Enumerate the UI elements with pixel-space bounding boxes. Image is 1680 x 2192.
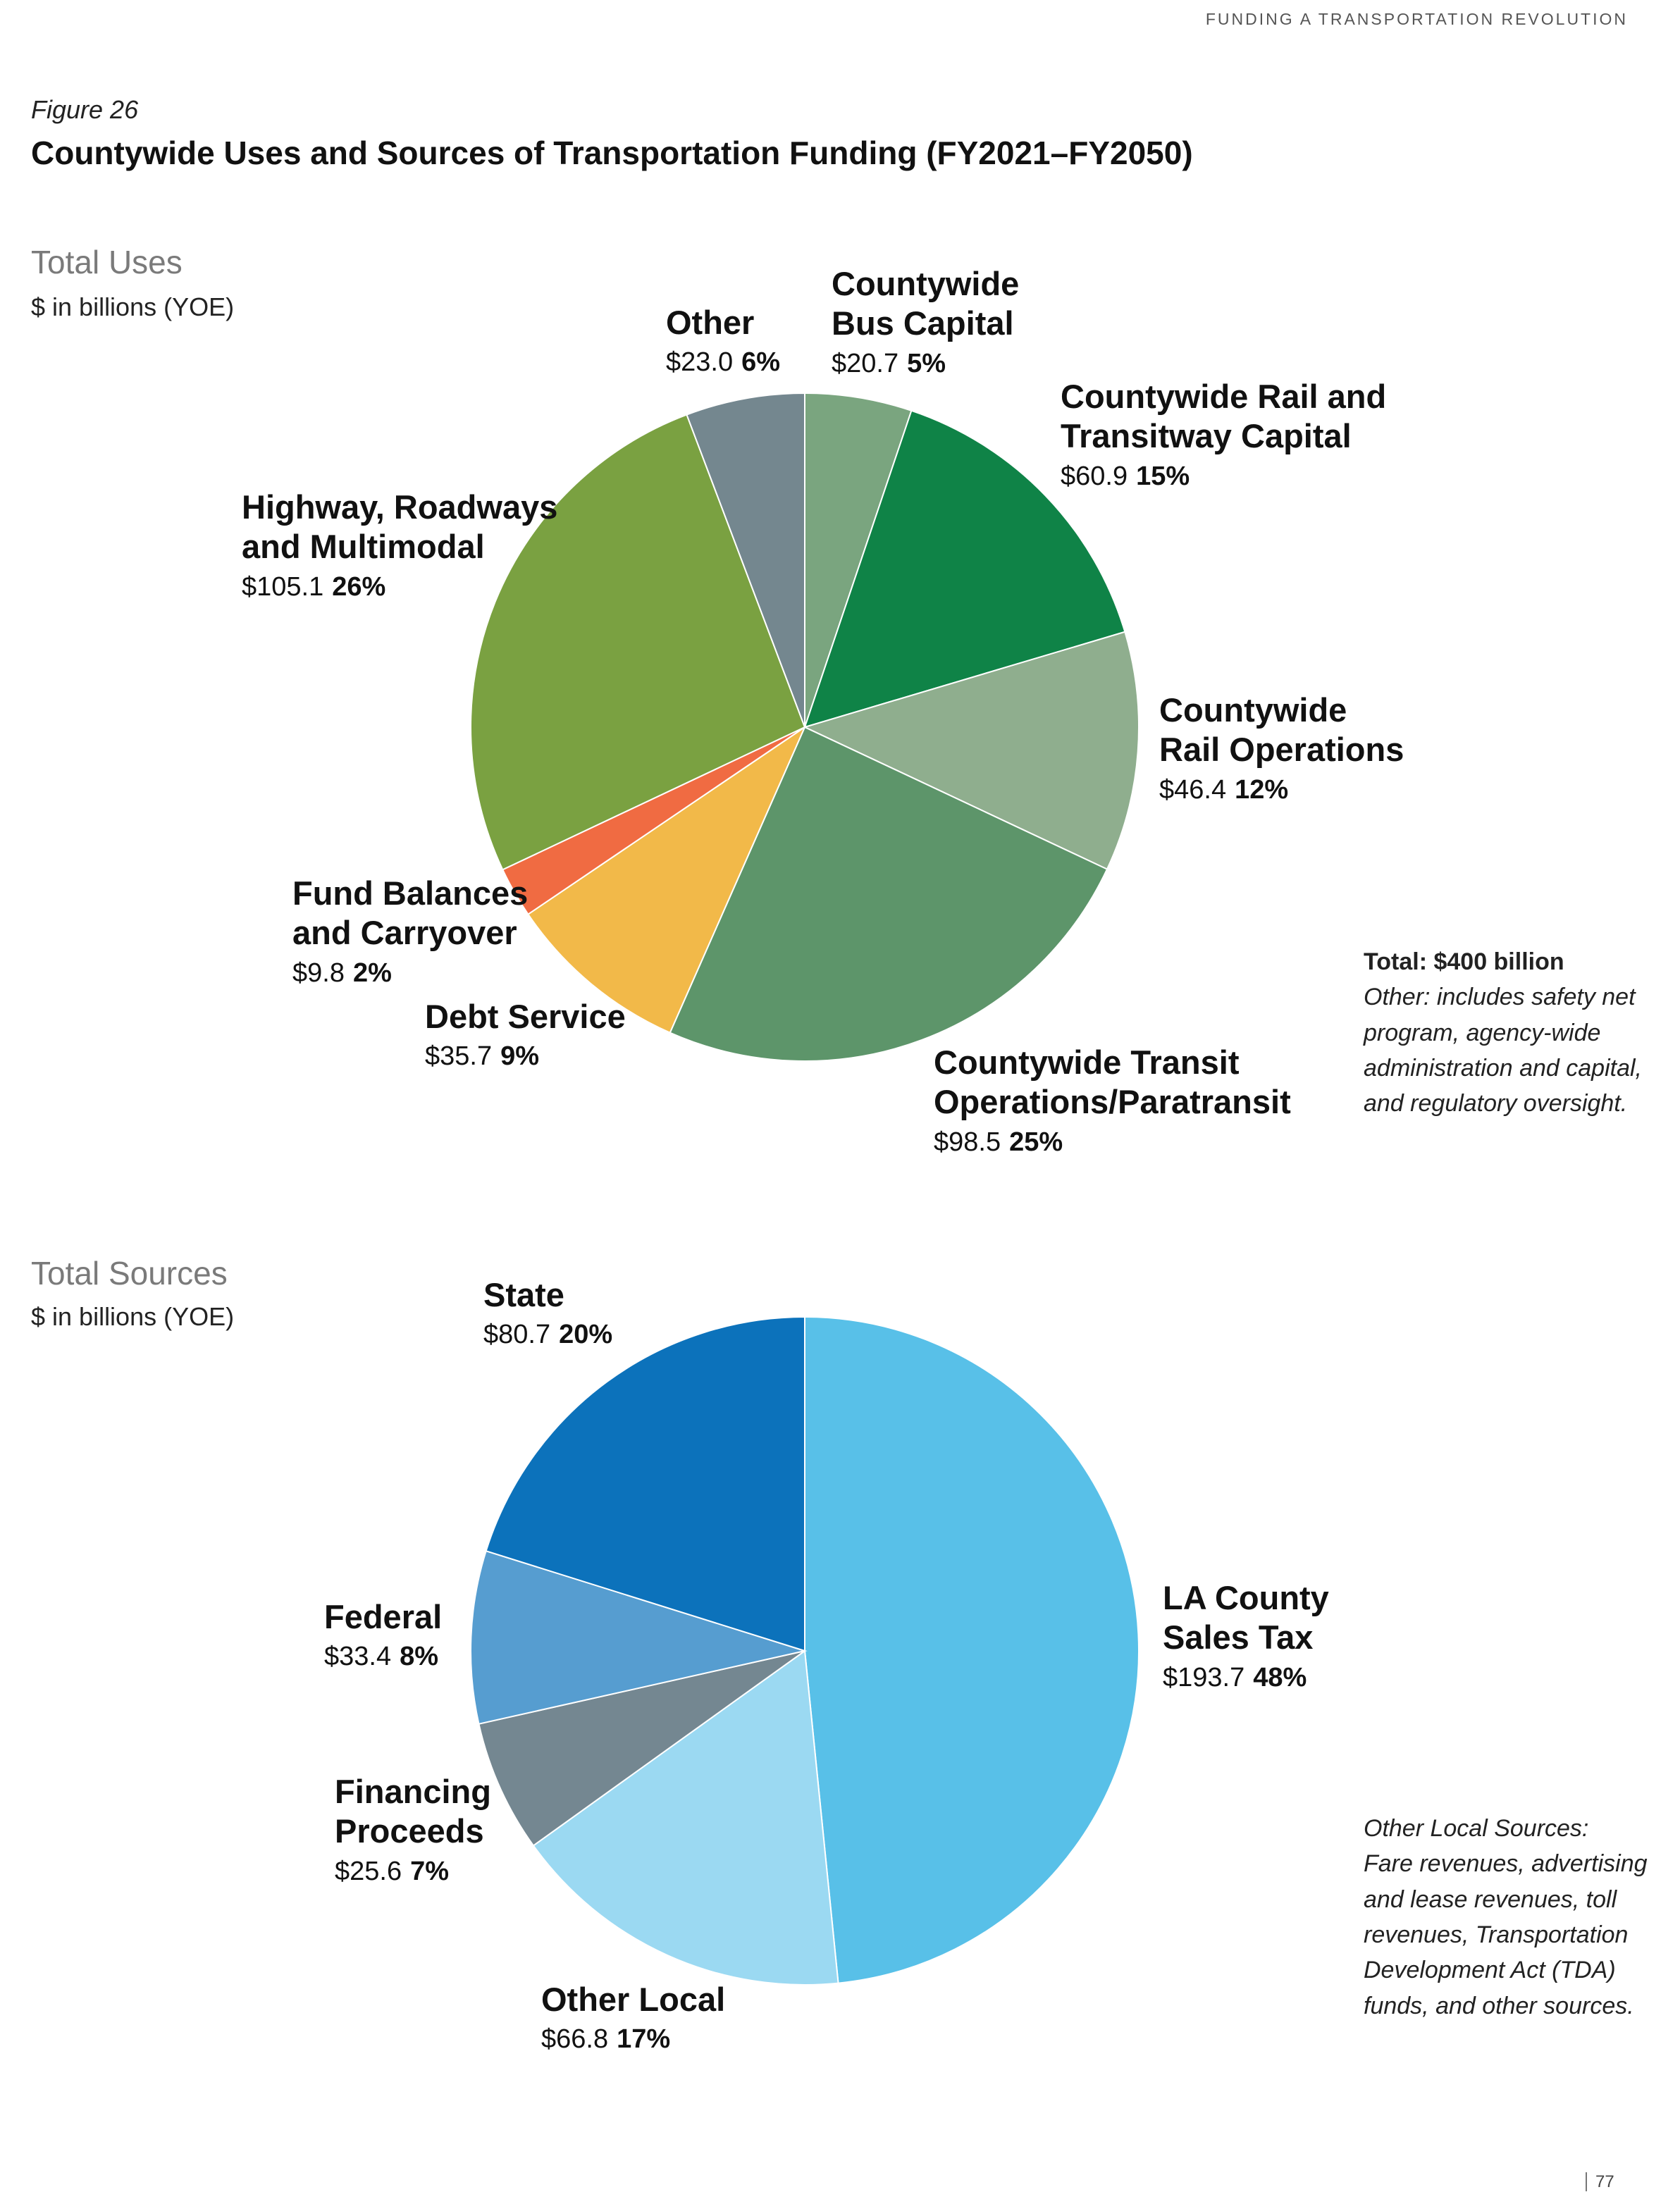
sources-slice-2	[478, 1650, 805, 1847]
uses-title: Total Uses	[31, 244, 183, 280]
uses-label-name: Debt Service	[425, 998, 626, 1035]
sources-label-percent: 17%	[617, 2024, 671, 2055]
uses-label-name: Countywide	[1159, 691, 1347, 729]
uses-note-line: program, agency-wide	[1364, 1019, 1601, 1046]
sources-label-percent: 48%	[1253, 1662, 1307, 1692]
page-number-value: 77	[1586, 2172, 1614, 2191]
sources-slice-1	[532, 1649, 839, 1986]
sources-label-name: State	[483, 1276, 564, 1313]
uses-label-percent: 6%	[741, 347, 781, 378]
sources-title: Total Sources	[31, 1255, 228, 1292]
uses-note: Total: $400 billion Other: includes safe…	[1364, 944, 1642, 1122]
uses-label-name: Operations/Paratransit	[934, 1083, 1291, 1121]
uses-label-bus-capital: Countywide Bus Capital $20.7 5%	[832, 264, 1019, 380]
uses-slice-4	[527, 725, 807, 1034]
uses-label-amount: $46.4	[1159, 774, 1227, 805]
uses-label-percent: 2%	[352, 958, 392, 988]
uses-note-total: Total: $400 billion	[1364, 948, 1564, 975]
figure-title: Countywide Uses and Sources of Transport…	[31, 135, 1193, 171]
sources-label-percent: 7%	[410, 1856, 450, 1886]
uses-label-percent: 9%	[500, 1041, 540, 1072]
uses-label-name: Countywide Rail and	[1061, 378, 1387, 415]
sources-label-percent: 8%	[400, 1642, 439, 1672]
uses-note-line: administration and capital,	[1364, 1054, 1643, 1082]
uses-label-percent: 25%	[1009, 1127, 1063, 1157]
sources-label-federal: Federal $33.4 8%	[324, 1597, 442, 1673]
figure-label: Figure 26	[31, 95, 139, 124]
sources-slice-3	[470, 1549, 808, 1725]
page-number: 77	[1586, 2172, 1614, 2192]
sources-label-amount: $25.6	[335, 1856, 402, 1886]
uses-label-name: Highway, Roadways	[242, 488, 558, 526]
uses-slice-7	[686, 392, 805, 728]
sources-label-name: Other Local	[541, 1981, 726, 2018]
sources-note-line: Development Act (TDA)	[1364, 1957, 1616, 1984]
sources-note-line: funds, and other sources.	[1364, 1992, 1634, 2019]
sources-label-name: Federal	[324, 1598, 443, 1635]
uses-slice-6	[470, 414, 806, 871]
sources-label-state: State $80.7 20%	[483, 1275, 612, 1351]
sources-slice-4	[485, 1315, 805, 1652]
uses-slice-0	[804, 392, 913, 728]
uses-label-name: Transitway Capital	[1061, 417, 1352, 455]
uses-label-amount: $105.1	[242, 571, 324, 602]
uses-label-rail-operations: Countywide Rail Operations $46.4 12%	[1159, 691, 1404, 806]
uses-label-name: and Carryover	[292, 914, 517, 952]
uses-note-line: and regulatory oversight.	[1364, 1090, 1628, 1117]
uses-label-name: Rail Operations	[1159, 731, 1404, 769]
sources-label-name: LA County	[1163, 1579, 1329, 1616]
uses-label-amount: $98.5	[934, 1127, 1001, 1157]
uses-slice-2	[803, 631, 1139, 870]
sources-note-line: Fare revenues, advertising	[1364, 1850, 1648, 1878]
uses-label-percent: 15%	[1136, 461, 1190, 491]
sources-label-amount: $33.4	[324, 1642, 392, 1672]
uses-slice-1	[803, 409, 1126, 729]
uses-note-line: Other: includes safety net	[1364, 984, 1636, 1011]
sources-unit: $ in billions (YOE)	[31, 1302, 235, 1331]
uses-label-name: Countywide	[832, 265, 1020, 302]
uses-label-fund-balances: Fund Balances and Carryover $9.8 2%	[292, 874, 528, 989]
uses-label-percent: 5%	[907, 348, 946, 378]
sources-label-financing: Financing Proceeds $25.6 7%	[335, 1772, 491, 1888]
sources-label-amount: $66.8	[541, 2024, 609, 2055]
uses-label-name: Bus Capital	[832, 304, 1014, 342]
uses-label-amount: $35.7	[425, 1041, 493, 1072]
uses-label-amount: $9.8	[292, 958, 345, 988]
uses-label-name: and Multimodal	[242, 528, 485, 566]
sources-label-amount: $80.7	[483, 1320, 551, 1350]
uses-label-percent: 26%	[332, 571, 386, 602]
uses-unit: $ in billions (YOE)	[31, 292, 235, 321]
uses-label-debt-service: Debt Service $35.7 9%	[425, 997, 626, 1073]
uses-label-name: Fund Balances	[292, 874, 529, 912]
sources-note: Other Local Sources: Fare revenues, adve…	[1364, 1811, 1648, 2024]
sources-note-line: and lease revenues, toll	[1364, 1886, 1617, 1913]
sources-note-line: Other Local Sources:	[1364, 1815, 1589, 1842]
uses-label-name: Countywide Transit	[934, 1044, 1240, 1081]
running-head: FUNDING A TRANSPORTATION REVOLUTION	[1205, 10, 1628, 28]
sources-label-name: Financing	[335, 1773, 491, 1810]
sources-label-sales-tax: LA County Sales Tax $193.7 48%	[1163, 1578, 1329, 1694]
uses-label-percent: 12%	[1235, 774, 1289, 805]
sources-label-name: Proceeds	[335, 1812, 484, 1850]
sources-label-amount: $193.7	[1163, 1662, 1245, 1692]
uses-label-amount: $23.0	[666, 347, 734, 378]
sources-label-percent: 20%	[559, 1320, 613, 1350]
uses-slice-3	[669, 726, 1108, 1062]
sources-label-name: Sales Tax	[1163, 1618, 1314, 1657]
uses-label-other: Other $23.0 6%	[666, 303, 780, 379]
uses-label-transit-operations: Countywide Transit Operations/Paratransi…	[934, 1043, 1291, 1158]
uses-label-highway: Highway, Roadways and Multimodal $105.1 2…	[242, 488, 557, 603]
uses-label-amount: $20.7	[832, 348, 899, 378]
sources-note-line: revenues, Transportation	[1364, 1921, 1629, 1948]
sources-slice-0	[804, 1315, 1139, 1984]
uses-label-name: Other	[666, 304, 755, 341]
uses-label-rail-capital: Countywide Rail and Transitway Capital $…	[1061, 377, 1386, 493]
uses-label-amount: $60.9	[1061, 461, 1128, 491]
sources-label-other-local: Other Local $66.8 17%	[541, 1980, 725, 2056]
